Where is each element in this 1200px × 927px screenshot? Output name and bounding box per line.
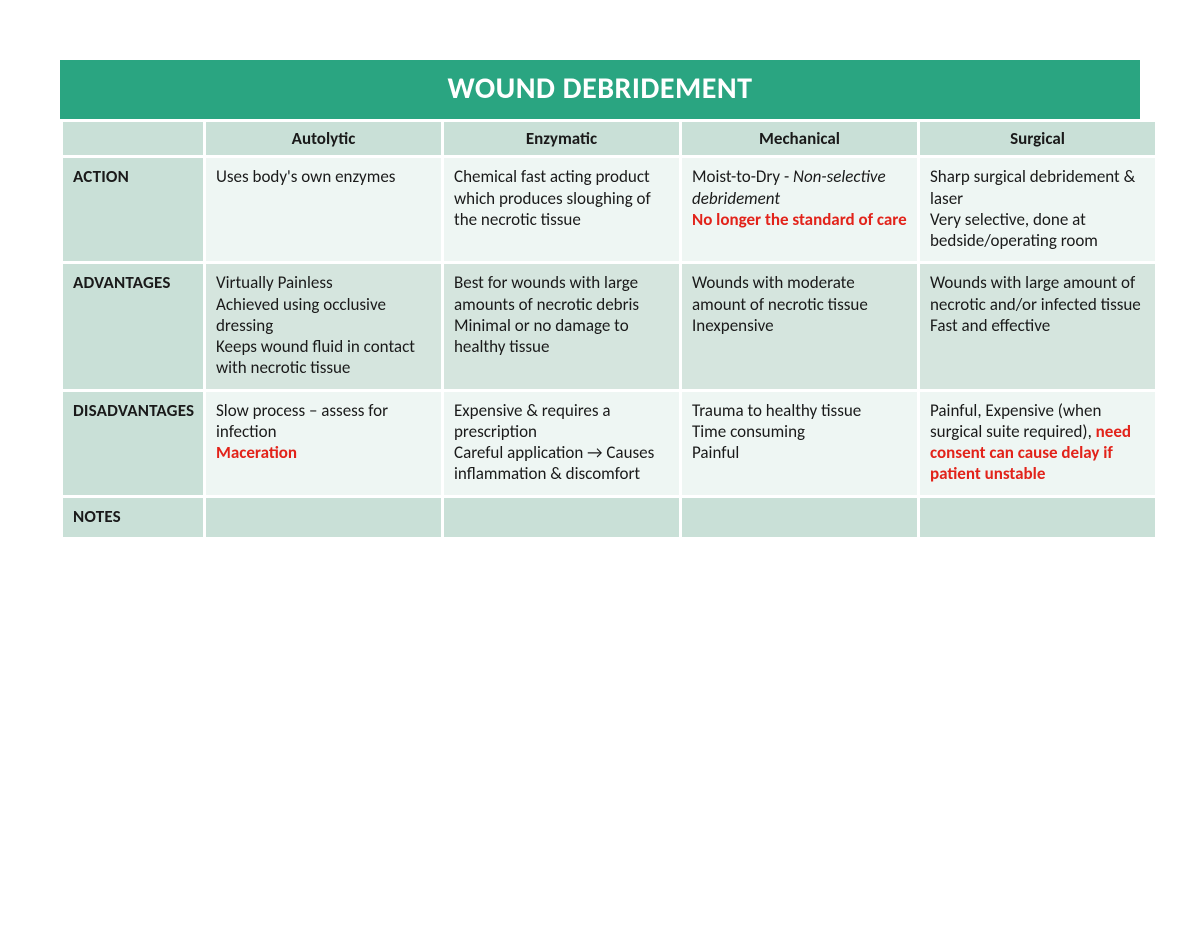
cell-text: Inexpensive bbox=[692, 315, 774, 336]
cell-text: Careful application → Causes inflammatio… bbox=[454, 442, 654, 484]
column-header-row: Autolytic Enzymatic Mechanical Surgical bbox=[63, 122, 1155, 155]
comparison-table: Autolytic Enzymatic Mechanical Surgical … bbox=[60, 119, 1158, 540]
cell-text: No longer the standard of care bbox=[692, 209, 907, 230]
table-cell: Chemical fast acting product which produ… bbox=[444, 158, 679, 261]
table-cell: Virtually PainlessAchieved using occlusi… bbox=[206, 264, 441, 388]
cell-text: Expensive & requires a prescription bbox=[454, 400, 611, 442]
table-cell bbox=[206, 498, 441, 537]
table-cell: Trauma to healthy tissueTime consumingPa… bbox=[682, 392, 917, 495]
row-header: ADVANTAGES bbox=[63, 264, 203, 388]
cell-text: Painful bbox=[692, 442, 739, 463]
cell-text: Painful, Expensive (when surgical suite … bbox=[930, 400, 1101, 442]
cell-text: Trauma to healthy tissue bbox=[692, 400, 861, 421]
cell-text: Wounds with moderate amount of necrotic … bbox=[692, 272, 868, 314]
cell-text: Very selective, done at bedside/operatin… bbox=[930, 209, 1098, 251]
corner-cell bbox=[63, 122, 203, 155]
table-row: ADVANTAGESVirtually PainlessAchieved usi… bbox=[63, 264, 1155, 388]
column-header: Surgical bbox=[920, 122, 1155, 155]
cell-text: Time consuming bbox=[692, 421, 805, 442]
column-header: Autolytic bbox=[206, 122, 441, 155]
row-header: NOTES bbox=[63, 498, 203, 537]
table-cell bbox=[682, 498, 917, 537]
column-header: Enzymatic bbox=[444, 122, 679, 155]
cell-text: Maceration bbox=[216, 442, 297, 463]
table-cell: Best for wounds with large amounts of ne… bbox=[444, 264, 679, 388]
table-cell: Expensive & requires a prescriptionCaref… bbox=[444, 392, 679, 495]
table-row: NOTES bbox=[63, 498, 1155, 537]
table-title: WOUND DEBRIDEMENT bbox=[60, 60, 1140, 119]
cell-text: Slow process – assess for infection bbox=[216, 400, 388, 442]
cell-text: Wounds with large amount of necrotic and… bbox=[930, 272, 1141, 314]
cell-text: Keeps wound fluid in contact with necrot… bbox=[216, 336, 415, 378]
table-cell: Wounds with large amount of necrotic and… bbox=[920, 264, 1155, 388]
row-header: ACTION bbox=[63, 158, 203, 261]
wound-debridement-table: WOUND DEBRIDEMENT Autolytic Enzymatic Me… bbox=[60, 60, 1140, 540]
cell-text: Achieved using occlusive dressing bbox=[216, 294, 386, 336]
cell-text: Moist-to-Dry - bbox=[692, 166, 793, 187]
table-row: ACTION Uses body's own enzymes Chemical fa… bbox=[63, 158, 1155, 261]
cell-text: Minimal or no damage to healthy tissue bbox=[454, 315, 629, 357]
table-cell bbox=[920, 498, 1155, 537]
table-row: DISADVANTAGESSlow process – assess for i… bbox=[63, 392, 1155, 495]
cell-text: Best for wounds with large amounts of ne… bbox=[454, 272, 639, 314]
column-header: Mechanical bbox=[682, 122, 917, 155]
cell-text: Fast and effective bbox=[930, 315, 1050, 336]
table-cell bbox=[444, 498, 679, 537]
cell-text: Virtually Painless bbox=[216, 272, 333, 293]
table-cell: Sharp surgical debridement & laserVery s… bbox=[920, 158, 1155, 261]
table-cell: Wounds with moderate amount of necrotic … bbox=[682, 264, 917, 388]
table-cell: Slow process – assess for infectionMacer… bbox=[206, 392, 441, 495]
cell-text: Uses body's own enzymes bbox=[216, 166, 395, 187]
cell-text: Chemical fast acting product which produ… bbox=[454, 166, 651, 230]
table-cell: Painful, Expensive (when surgical suite … bbox=[920, 392, 1155, 495]
table-cell: Uses body's own enzymes bbox=[206, 158, 441, 261]
row-header: DISADVANTAGES bbox=[63, 392, 203, 495]
cell-text: Sharp surgical debridement & laser bbox=[930, 166, 1135, 208]
table-cell: Moist-to-Dry - Non-selective debridement… bbox=[682, 158, 917, 261]
